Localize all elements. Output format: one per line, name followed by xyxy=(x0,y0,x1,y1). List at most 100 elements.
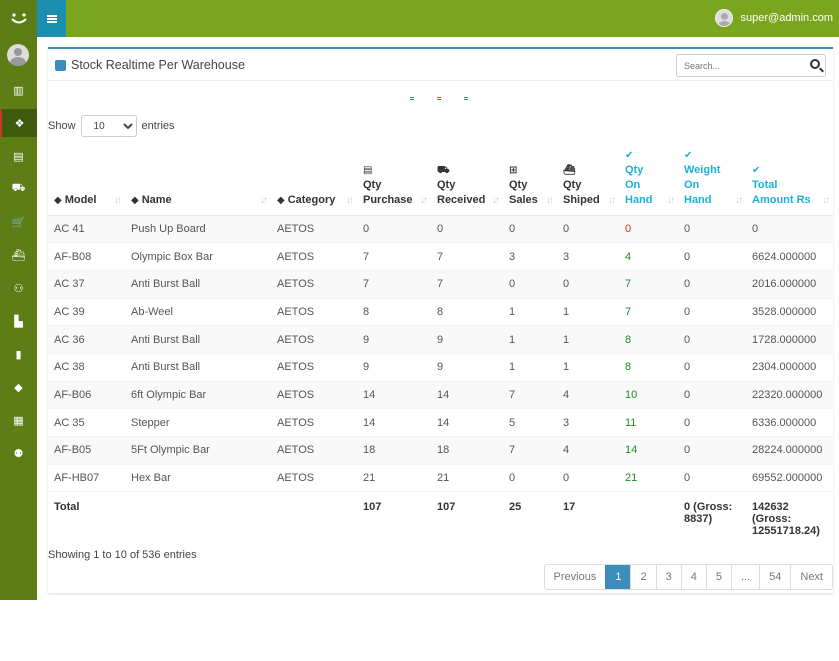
sort-icon[interactable]: ↓↑ xyxy=(546,194,554,206)
sidebar-user-avatar[interactable] xyxy=(7,44,29,66)
column-header-qty-shiped[interactable]: ⛴ Qty Shiped ↓↑ xyxy=(557,147,619,216)
table-row: AF-B05 5Ft Olympic Bar AETOS 18 18 7 4 14 0 28224… xyxy=(48,436,833,465)
column-header-name[interactable]: ◆ Name ↓↑ xyxy=(125,147,271,216)
entries-select[interactable]: 10 xyxy=(80,115,137,137)
total-cell xyxy=(125,491,271,538)
search-icon[interactable] xyxy=(810,59,820,69)
cell-weight-on-hand: 0 xyxy=(678,381,746,410)
sort-icon[interactable]: ↓↑ xyxy=(114,194,122,206)
sort-icon[interactable]: ↓↑ xyxy=(608,194,616,206)
entries-label: entries xyxy=(141,120,175,132)
cell-total-amount-rs: 6336.000000 xyxy=(746,408,833,437)
search-box[interactable] xyxy=(676,54,826,77)
column-header-total-amount-rs[interactable]: ✔ Total Amount Rs ↓↑ xyxy=(746,147,833,216)
sidebar-item-tag[interactable]: ◆ xyxy=(0,373,37,401)
sort-icon[interactable]: ↓↑ xyxy=(735,194,743,206)
column-header-qty-received[interactable]: ⛟ Qty Received ↓↑ xyxy=(431,147,503,216)
sort-icon[interactable]: ↓↑ xyxy=(420,194,428,206)
cell-qty-received: 14 xyxy=(431,408,503,437)
sort-icon[interactable]: ↓↑ xyxy=(260,194,268,206)
column-header-weight-on-hand[interactable]: ✔ Weight On Hand ↓↑ xyxy=(678,147,746,216)
cell-qty-received: 9 xyxy=(431,353,503,382)
cell-category: AETOS xyxy=(271,436,357,465)
pagination-previous[interactable]: Previous xyxy=(553,571,597,583)
show-label: Show xyxy=(48,120,76,132)
column-header-qty-purchase[interactable]: ▤ Qty Purchase ↓↑ xyxy=(357,147,431,216)
pagination-page[interactable]: 5 xyxy=(705,565,731,589)
user-menu[interactable]: super@admin.com xyxy=(714,9,833,27)
cell-qty-on-hand: 7 xyxy=(619,270,678,299)
sidebar-item-ship[interactable]: ⛴ xyxy=(0,241,37,269)
column-header-qty-sales[interactable]: ⊞ Qty Sales ↓↑ xyxy=(503,147,557,216)
cell-model: AF-B08 xyxy=(48,242,125,271)
total-cell: Total xyxy=(48,491,125,538)
search-input[interactable] xyxy=(677,55,797,76)
cell-qty-sales: 0 xyxy=(503,215,557,244)
pagination-page[interactable]: 1 xyxy=(605,565,631,589)
export-csv-button[interactable] xyxy=(454,87,478,109)
sidebar-item-cart[interactable]: 🛒 xyxy=(0,208,37,236)
sidebar-toggle-button[interactable] xyxy=(37,0,66,37)
check-icon: ✔ xyxy=(625,149,634,161)
doc-icon: ▤ xyxy=(363,164,373,176)
sidebar-item-barcode[interactable]: ▮ xyxy=(0,340,37,368)
column-label: Model xyxy=(64,193,97,206)
user-avatar xyxy=(714,9,733,27)
cell-weight-on-hand: 0 xyxy=(678,464,746,493)
cell-qty-shiped: 0 xyxy=(557,215,619,244)
cell-model: AF-HB07 xyxy=(48,464,125,493)
sort-icon[interactable]: ↓↑ xyxy=(822,194,830,206)
sidebar-item-document[interactable]: ▤ xyxy=(0,142,37,170)
table-row: AC 39 Ab-Weel AETOS 8 8 1 1 7 0 3528.000000 xyxy=(48,298,833,327)
column-header-qty-on-hand[interactable]: ✔ Qty On Hand ↓↑ xyxy=(619,147,678,216)
sidebar-item-cubes[interactable]: ❖ xyxy=(0,109,37,137)
total-cell: 107 xyxy=(357,491,431,538)
sort-icon[interactable]: ↓↑ xyxy=(492,194,500,206)
tag-icon: ◆ xyxy=(54,194,62,206)
sidebar-item-user-plus[interactable]: ⚇ xyxy=(0,274,37,302)
cell-model: AC 38 xyxy=(48,353,125,382)
sort-icon[interactable]: ↓↑ xyxy=(667,194,675,206)
length-control: Show 10 entries xyxy=(48,115,175,137)
column-header-model[interactable]: ◆ Model ↓↑ xyxy=(48,147,125,216)
pagination-page[interactable]: 2 xyxy=(630,565,655,589)
cell-name: Hex Bar xyxy=(125,464,271,493)
sidebar-item-industry[interactable]: ▙ xyxy=(0,307,37,335)
cell-qty-purchase: 21 xyxy=(357,464,431,493)
column-label: Category xyxy=(287,193,336,206)
cell-weight-on-hand: 0 xyxy=(678,325,746,354)
cell-qty-purchase: 9 xyxy=(357,353,431,382)
bar-chart-icon: ▥ xyxy=(13,84,24,97)
cell-qty-sales: 1 xyxy=(503,298,557,327)
sidebar-item-users[interactable]: ⚉ xyxy=(0,439,37,467)
total-cell: 0 (Gross: 8837) xyxy=(678,491,746,538)
cell-qty-on-hand: 0 xyxy=(619,215,678,244)
export-excel-button[interactable] xyxy=(400,87,424,109)
column-label: Qty Purchase xyxy=(363,178,413,206)
sidebar-item-calculator[interactable]: ▦ xyxy=(0,406,37,434)
table-info: Showing 1 to 10 of 536 entries xyxy=(48,549,197,561)
brand-logo-icon[interactable] xyxy=(0,0,37,37)
column-header-category[interactable]: ◆ Category ↓↑ xyxy=(271,147,357,216)
sidebar: ▥ ❖ ▤ ⛟ 🛒 ⛴ ⚇ ▙ ▮ ◆ ▦ ⚉ xyxy=(0,0,37,600)
cell-qty-shiped: 3 xyxy=(557,242,619,271)
cell-qty-shiped: 1 xyxy=(557,353,619,382)
cell-name: 5Ft Olympic Bar xyxy=(125,436,271,465)
cell-name: Olympic Box Bar xyxy=(125,242,271,271)
cell-weight-on-hand: 0 xyxy=(678,408,746,437)
pagination-page[interactable]: 4 xyxy=(680,565,706,589)
sort-icon[interactable]: ↓↑ xyxy=(346,194,354,206)
sidebar-item-truck[interactable]: ⛟ xyxy=(0,175,37,203)
pagination-page[interactable]: 3 xyxy=(655,565,681,589)
check-icon: ✔ xyxy=(752,164,761,176)
cell-qty-purchase: 0 xyxy=(357,215,431,244)
sidebar-item-bar-chart[interactable]: ▥ xyxy=(0,76,37,104)
pagination-next[interactable]: Next xyxy=(790,565,832,589)
export-pdf-button[interactable] xyxy=(427,87,451,109)
cell-category: AETOS xyxy=(271,353,357,382)
cell-qty-on-hand: 10 xyxy=(619,381,678,410)
cell-qty-sales: 0 xyxy=(503,464,557,493)
pagination-page[interactable]: 54 xyxy=(759,565,790,589)
top-navbar xyxy=(0,0,839,37)
pagination-page[interactable]: ... xyxy=(730,565,759,589)
